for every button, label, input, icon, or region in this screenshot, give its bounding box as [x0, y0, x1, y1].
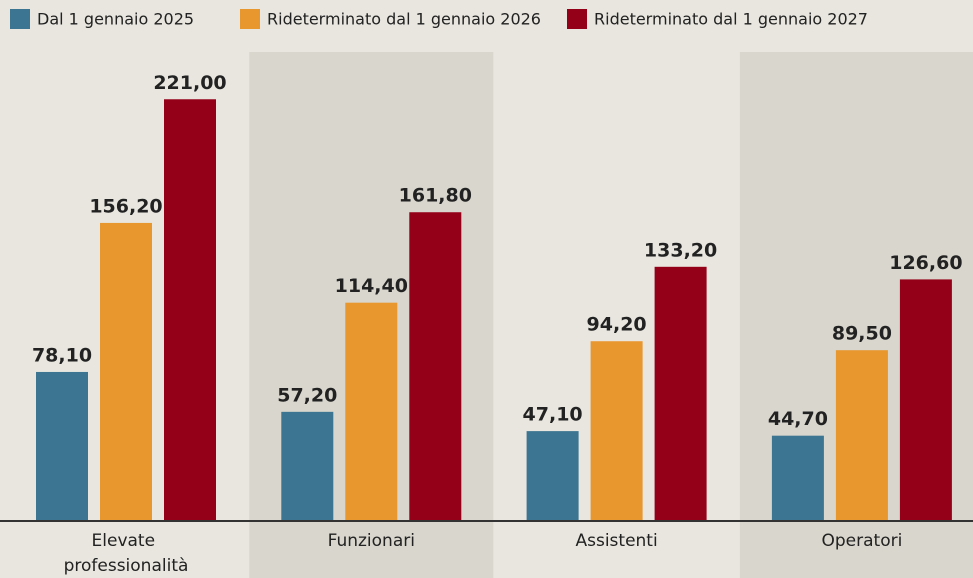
legend-label: Rideterminato dal 1 gennaio 2027	[594, 10, 868, 29]
bar	[100, 222, 152, 521]
value-label: 133,20	[644, 239, 717, 261]
bar	[409, 212, 462, 521]
value-label: 47,10	[523, 404, 583, 426]
x-tick-label: Operatori	[821, 531, 902, 551]
bar	[526, 431, 579, 521]
legend-label: Rideterminato dal 1 gennaio 2026	[267, 10, 541, 29]
value-label: 221,00	[153, 72, 226, 94]
value-label: 114,40	[335, 275, 408, 297]
value-label: 126,60	[889, 252, 962, 274]
legend-swatch	[240, 9, 260, 29]
bar	[164, 99, 216, 521]
x-tick-label: Assistenti	[575, 531, 657, 551]
value-label: 161,80	[399, 185, 472, 207]
x-tick-label: Elevate professionalità	[64, 531, 189, 576]
value-label: 156,20	[89, 195, 162, 217]
bar	[771, 435, 824, 521]
bar	[590, 341, 643, 521]
value-label: 78,10	[32, 344, 92, 366]
legend-swatch	[10, 9, 30, 29]
bar	[899, 279, 952, 521]
value-label: 44,70	[768, 408, 828, 430]
bar	[281, 411, 334, 521]
bar	[36, 371, 88, 521]
legend-swatch	[567, 9, 587, 29]
legend-label: Dal 1 gennaio 2025	[37, 10, 194, 29]
x-tick-label: Funzionari	[328, 531, 415, 551]
bar	[835, 350, 888, 521]
bar	[654, 266, 707, 521]
value-label: 94,20	[587, 314, 647, 336]
value-label: 57,20	[277, 384, 337, 406]
value-label: 89,50	[832, 323, 892, 345]
bar	[345, 302, 398, 521]
